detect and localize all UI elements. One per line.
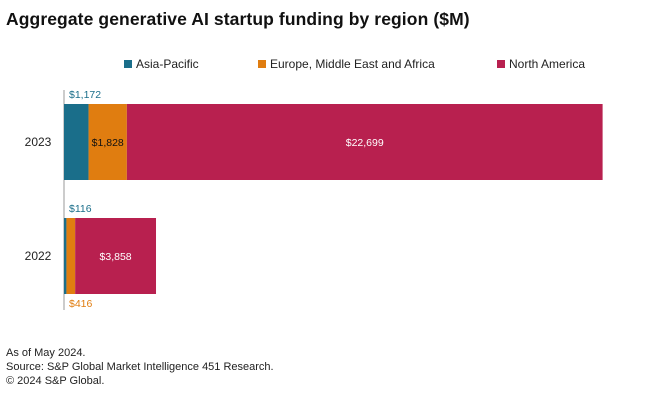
data-label-2022-north-america: $3,858 — [100, 251, 132, 263]
bar-2023-emea — [88, 104, 127, 180]
legend-item-emea: Europe, Middle East and Africa — [258, 57, 435, 71]
data-label-2022-emea: $416 — [69, 298, 93, 310]
bar-2022-asia-pacific — [64, 218, 67, 294]
bar-2022-emea — [66, 218, 76, 294]
as-of-note: As of May 2024. — [6, 347, 86, 359]
category-label-2022: 2022 — [25, 249, 52, 263]
legend-swatch-north-america — [497, 60, 505, 68]
bar-2023-asia-pacific — [64, 104, 89, 180]
legend-item-north-america: North America — [497, 57, 585, 71]
legend-label-north-america: North America — [509, 57, 586, 71]
source-note: Source: S&P Global Market Intelligence 4… — [6, 361, 274, 373]
data-label-2022-asia-pacific: $116 — [69, 203, 92, 215]
legend-label-asia-pacific: Asia-Pacific — [136, 57, 199, 71]
copyright-note: © 2024 S&P Global. — [6, 375, 105, 387]
data-label-2023-asia-pacific: $1,172 — [69, 89, 101, 101]
category-label-2023: 2023 — [25, 135, 52, 149]
data-label-2023-emea: $1,828 — [92, 137, 124, 149]
bar-chart: 2023 $1,172 $1,828 $22,699 2022 $116 $416 $3,85… — [25, 89, 603, 310]
legend-swatch-emea — [258, 60, 266, 68]
bar-2022-north-america — [75, 218, 157, 294]
chart-title: Aggregate generative AI startup funding … — [6, 9, 470, 29]
legend-item-asia-pacific: Asia-Pacific — [124, 57, 199, 71]
bar-2023-north-america — [126, 104, 603, 180]
data-label-2023-north-america: $22,699 — [346, 137, 384, 149]
legend: Asia-Pacific Europe, Middle East and Afr… — [0, 57, 660, 75]
footnotes: As of May 2024. Source: S&P Global Marke… — [6, 346, 274, 388]
legend-label-emea: Europe, Middle East and Africa — [270, 57, 435, 71]
legend-swatch-asia-pacific — [124, 60, 132, 68]
